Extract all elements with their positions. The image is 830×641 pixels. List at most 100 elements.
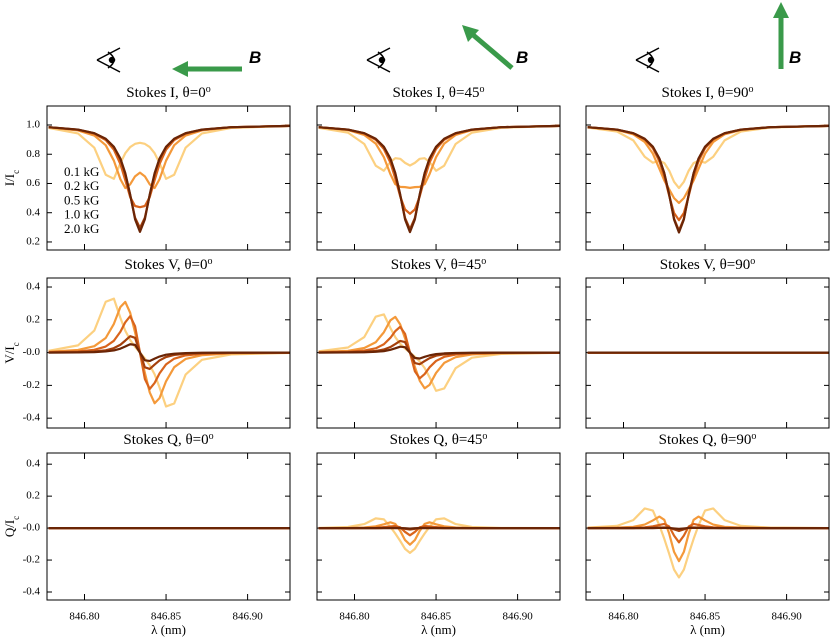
x-tick-label: 846.90 xyxy=(232,611,263,623)
legend-entry: 2.0 kG xyxy=(64,221,99,236)
series-line xyxy=(318,124,560,234)
x-axis-label: λ (nm) xyxy=(690,622,725,637)
x-tick-label: 846.80 xyxy=(608,611,639,623)
series-line xyxy=(587,124,829,234)
panel-title: Stokes Q, θ=90o xyxy=(659,431,757,449)
panel-title: Stokes I, θ=45o xyxy=(393,84,485,102)
series-line xyxy=(587,515,829,563)
x-tick-label: 846.90 xyxy=(771,611,802,623)
y-axis-label: I/Ic xyxy=(2,170,21,186)
eye-icon xyxy=(96,47,121,73)
series-line xyxy=(48,124,290,233)
plot-area xyxy=(48,124,290,233)
title-superscript: o xyxy=(748,84,753,95)
legend-entry: 0.2 kG xyxy=(64,178,99,193)
series-line xyxy=(587,526,829,530)
panel-frame xyxy=(316,277,561,429)
y-label-text: Q/I xyxy=(2,520,17,537)
title-text: Stokes I, θ=0 xyxy=(126,85,205,101)
y-axis-label: V/Ic xyxy=(2,342,21,363)
panel-frame xyxy=(585,277,830,429)
x-tick-label: 846.85 xyxy=(151,611,182,623)
panel-frame xyxy=(46,452,291,601)
plot-area xyxy=(587,124,829,234)
panel-title: Stokes V, θ=0o xyxy=(124,256,212,274)
series-line xyxy=(318,124,560,189)
panel-frame xyxy=(585,105,830,251)
y-tick-label: -0.2 xyxy=(23,554,40,566)
y-tick-label: -0.4 xyxy=(23,586,41,598)
title-superscript: o xyxy=(479,84,484,95)
title-superscript: o xyxy=(208,256,213,267)
plot-area xyxy=(587,507,829,579)
series-line xyxy=(587,124,829,205)
field-label: B xyxy=(249,48,261,67)
panel-title: Stokes Q, θ=45o xyxy=(390,431,488,449)
title-superscript: o xyxy=(481,256,486,267)
y-label-subscript: c xyxy=(11,516,21,520)
series-line xyxy=(318,124,560,231)
series-line xyxy=(318,517,560,554)
series-line xyxy=(318,325,560,380)
panel-title: Stokes V, θ=45o xyxy=(391,256,487,274)
y-label-text: I/I xyxy=(2,174,17,186)
series-group xyxy=(48,124,290,233)
series-line xyxy=(587,124,829,222)
title-superscript: o xyxy=(482,431,487,442)
title-superscript: o xyxy=(209,431,214,442)
series-line xyxy=(587,124,829,232)
legend-entry: 1.0 kG xyxy=(64,207,99,222)
plot-area xyxy=(318,517,560,554)
title-text: Stokes V, θ=45 xyxy=(391,257,482,273)
x-axis-label: λ (nm) xyxy=(151,622,186,637)
plot-area xyxy=(318,313,560,392)
plot-area xyxy=(318,124,560,234)
series-group xyxy=(587,507,829,579)
title-superscript: o xyxy=(206,84,211,95)
panel-frame xyxy=(316,452,561,601)
panel-title: Stokes Q, θ=0o xyxy=(123,431,213,449)
panel-title: Stokes I, θ=90o xyxy=(662,84,754,102)
panel-frame xyxy=(585,452,830,601)
y-label-subscript: c xyxy=(11,342,21,346)
y-tick-label: 0.2 xyxy=(26,490,40,502)
series-group xyxy=(587,124,829,234)
y-tick-label: 0.8 xyxy=(26,148,40,160)
series-line xyxy=(48,124,290,180)
x-tick-label: 846.90 xyxy=(502,611,533,623)
series-group xyxy=(318,124,560,234)
title-text: Stokes I, θ=45 xyxy=(393,85,480,101)
title-text: Stokes Q, θ=45 xyxy=(390,432,483,448)
y-label-text: V/I xyxy=(2,346,17,363)
field-arrow xyxy=(172,61,242,77)
eye-icon xyxy=(635,47,660,73)
legend-entry: 0.5 kG xyxy=(64,192,99,207)
title-text: Stokes Q, θ=0 xyxy=(123,432,208,448)
x-axis-label: λ (nm) xyxy=(421,622,456,637)
series-line xyxy=(318,124,560,172)
series-line xyxy=(48,315,290,391)
y-tick-label: -0.0 xyxy=(23,346,41,358)
y-tick-label: 1.0 xyxy=(26,119,40,131)
y-tick-label: 0.2 xyxy=(26,313,40,325)
field-arrow xyxy=(773,2,789,69)
field-label: B xyxy=(789,48,801,67)
panel-frame xyxy=(46,277,291,429)
title-text: Stokes V, θ=90 xyxy=(660,257,751,273)
x-tick-label: 846.80 xyxy=(69,611,100,623)
eye-icon xyxy=(366,47,391,73)
title-text: Stokes V, θ=0 xyxy=(124,257,207,273)
series-line xyxy=(48,343,290,363)
plot-area xyxy=(48,297,290,408)
y-tick-label: 0.2 xyxy=(26,235,40,247)
title-text: Stokes I, θ=90 xyxy=(662,85,749,101)
series-line xyxy=(48,124,290,190)
y-tick-label: 0.4 xyxy=(26,206,40,218)
title-text: Stokes Q, θ=90 xyxy=(659,432,752,448)
x-tick-label: 846.85 xyxy=(690,611,721,623)
panel-frame xyxy=(46,105,291,251)
x-tick-label: 846.85 xyxy=(421,611,452,623)
y-label-subscript: c xyxy=(11,170,21,174)
y-tick-label: -0.2 xyxy=(23,379,40,391)
